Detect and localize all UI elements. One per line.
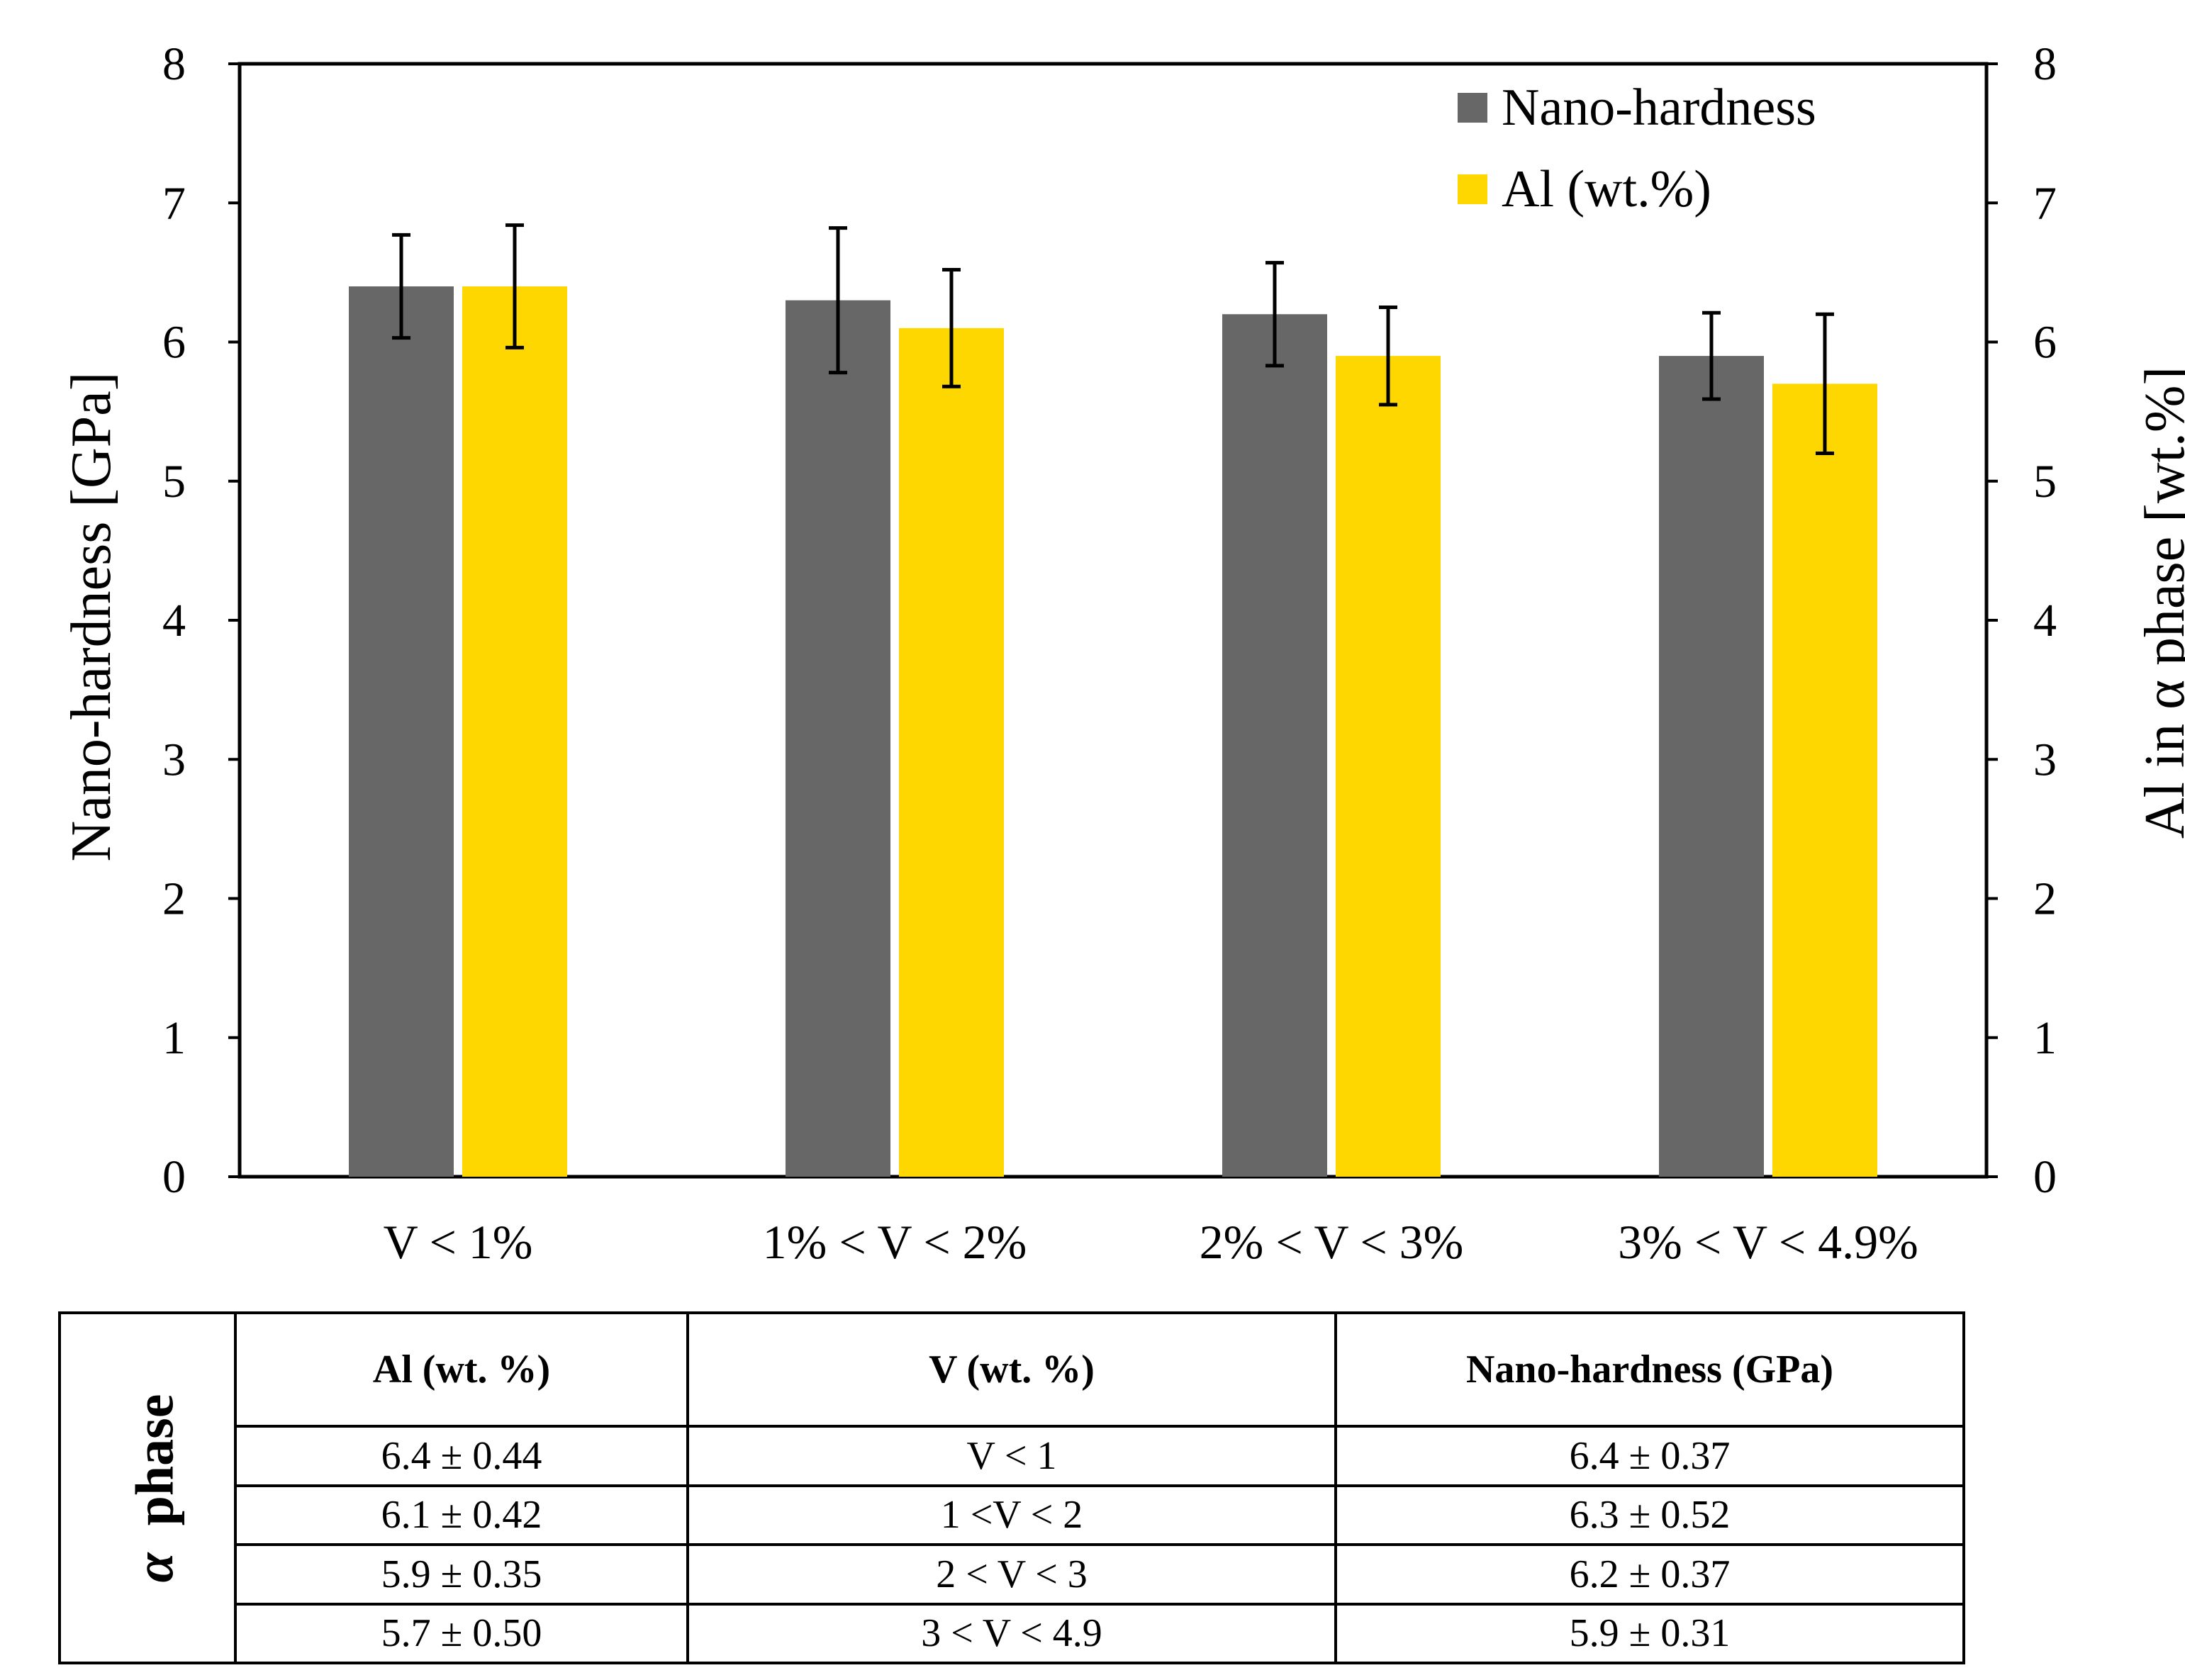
cell-al: 5.9 ± 0.35 [234,1543,689,1606]
bar-al [1336,356,1441,1177]
bar-nano-hardness [1222,314,1327,1177]
cell-v: 3 < V < 4.9 [686,1602,1337,1664]
category-labels: V < 1% 1% < V < 2% 2% < V < 3% 3% < V < 4.9… [384,1215,1918,1269]
category-label: 3% < V < 4.9% [1618,1215,1918,1269]
alpha-phase-table: α phase Al (wt. %) V (wt. %) Nano-hardne… [58,1311,1965,1664]
header-v: V (wt. %) [686,1311,1337,1428]
header-al: Al (wt. %) [234,1311,689,1428]
bar-nano-hardness [1659,356,1764,1177]
right-y-tick-label: 6 [2033,317,2057,369]
cell-al: 5.7 ± 0.50 [234,1602,689,1664]
alpha-phase-table-container: α phase Al (wt. %) V (wt. %) Nano-hardne… [58,1311,1965,1664]
left-y-axis-ticks: 0 1 2 3 4 5 6 7 8 [162,38,240,1203]
table-row: 6.4 ± 0.44 V < 1 6.4 ± 0.37 [60,1425,1965,1487]
table-row: 5.9 ± 0.35 2 < V < 3 6.2 ± 0.37 [60,1543,1965,1606]
left-y-tick-label: 4 [162,595,186,646]
bar-nano-hardness [786,300,890,1177]
right-y-tick-label: 1 [2033,1012,2057,1064]
category-label: V < 1% [384,1215,533,1269]
cell-nano-hardness: 6.2 ± 0.37 [1334,1543,1965,1606]
right-y-axis-ticks: 0 1 2 3 4 5 6 7 8 [1986,38,2057,1203]
cell-v: V < 1 [686,1425,1337,1487]
right-y-tick-label: 0 [2033,1151,2057,1203]
cell-v: 1 <V < 2 [686,1484,1337,1546]
bar-chart: 0 1 2 3 4 5 6 7 8 0 1 2 3 4 5 6 7 8 V < 1% 1% < V < 2% 2% … [60,38,2185,1269]
left-y-axis-title: Nano-hardness [GPa] [60,372,123,862]
legend-label-al: Al (wt.%) [1502,160,1711,218]
category-label: 2% < V < 3% [1200,1215,1464,1269]
cell-al: 6.4 ± 0.44 [234,1425,689,1487]
error-bars-group [392,223,1834,455]
right-y-tick-label: 2 [2033,873,2057,925]
legend-label-nano-hardness: Nano-hardness [1502,79,1816,137]
phase-label-cell: α phase [58,1311,237,1664]
bar-al [1772,383,1877,1177]
right-y-tick-label: 3 [2033,734,2057,785]
cell-nano-hardness: 5.9 ± 0.31 [1334,1602,1965,1664]
left-y-tick-label: 3 [162,734,186,785]
table-header-row: α phase Al (wt. %) V (wt. %) Nano-hardne… [58,1311,1965,1664]
cell-v: 2 < V < 3 [686,1543,1337,1606]
left-y-tick-label: 7 [162,177,186,229]
header-nano-hardness: Nano-hardness (GPa) [1334,1311,1965,1428]
left-y-tick-label: 8 [162,38,186,90]
left-y-tick-label: 6 [162,317,186,369]
bars-group [349,286,1877,1177]
left-y-tick-label: 5 [162,456,186,508]
left-y-tick-label: 1 [162,1012,186,1064]
bar-al [462,286,567,1177]
right-y-tick-label: 5 [2033,456,2057,508]
left-y-tick-label: 2 [162,873,186,925]
legend-swatch-al [1458,174,1487,204]
right-y-axis-title: Al in α phase [wt.%] [2134,366,2185,839]
cell-nano-hardness: 6.3 ± 0.52 [1334,1484,1965,1546]
table-row: 5.7 ± 0.50 3 < V < 4.9 5.9 ± 0.31 [60,1602,1965,1664]
table-row: 6.1 ± 0.42 1 <V < 2 6.3 ± 0.52 [60,1484,1965,1546]
phase-word: phase [125,1394,185,1525]
category-label: 1% < V < 2% [763,1215,1027,1269]
phase-symbol: α [125,1552,185,1582]
cell-al: 6.1 ± 0.42 [234,1484,689,1546]
left-y-tick-label: 0 [162,1151,186,1203]
right-y-tick-label: 8 [2033,38,2057,90]
bar-nano-hardness [349,286,454,1177]
legend: Nano-hardness Al (wt.%) [1458,79,1816,218]
bar-al [899,327,1004,1177]
right-y-tick-label: 7 [2033,177,2057,229]
phase-label: α phase [124,1394,186,1582]
legend-swatch-nano-hardness [1458,93,1487,123]
right-y-tick-label: 4 [2033,595,2057,646]
cell-nano-hardness: 6.4 ± 0.37 [1334,1425,1965,1487]
